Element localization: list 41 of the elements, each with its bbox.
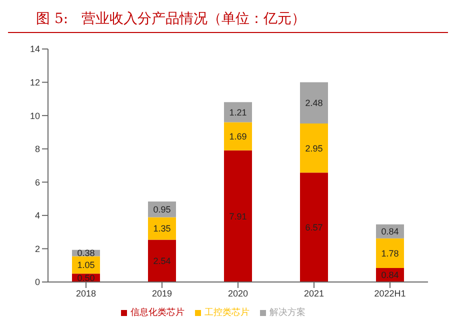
data-label: 0.38 [77,248,95,258]
legend-label: 工控类芯片 [204,307,250,317]
x-tick-label: 2022H1 [374,288,406,298]
bar [148,217,176,240]
y-tick-label: 10 [30,110,40,121]
y-tick-label: 14 [30,44,40,54]
bar [300,172,328,282]
y-tick-label: 12 [30,77,40,88]
x-tick-label: 2018 [76,288,96,298]
legend-label: 信息化类芯片 [130,307,184,317]
data-label: 0.84 [381,270,399,280]
data-label: 7.91 [229,211,247,222]
bar [224,102,252,122]
data-label: 2.48 [305,98,323,108]
y-tick-label: 4 [34,210,40,221]
bar [376,238,404,268]
x-tick-label: 2021 [304,288,324,298]
y-tick-label: 2 [34,244,40,254]
chart-title: 图 5: 营业收入分产品情况（单位：亿元） [8,8,448,33]
bar [300,82,328,124]
bar [224,150,252,282]
x-tick-label: 2019 [152,288,172,298]
data-label: 0.50 [77,273,95,284]
data-label: 0.84 [381,226,399,237]
bar [300,124,328,173]
data-label: 6.57 [305,222,323,233]
data-label: 2.54 [153,256,171,266]
data-label: 2.95 [305,143,323,154]
data-label: 1.69 [229,131,247,142]
data-label: 1.21 [229,107,247,118]
y-tick-label: 6 [34,177,40,188]
bar [224,122,252,150]
bar [148,240,176,282]
legend-label: 解决方案 [270,307,306,317]
data-label: 1.05 [77,260,95,270]
y-tick-label: 0 [34,277,40,288]
y-tick-label: 8 [34,144,40,154]
data-label: 1.35 [153,224,171,234]
x-tick-label: 2020 [228,288,248,298]
data-label: 0.95 [153,204,171,215]
data-label: 1.78 [381,248,399,258]
